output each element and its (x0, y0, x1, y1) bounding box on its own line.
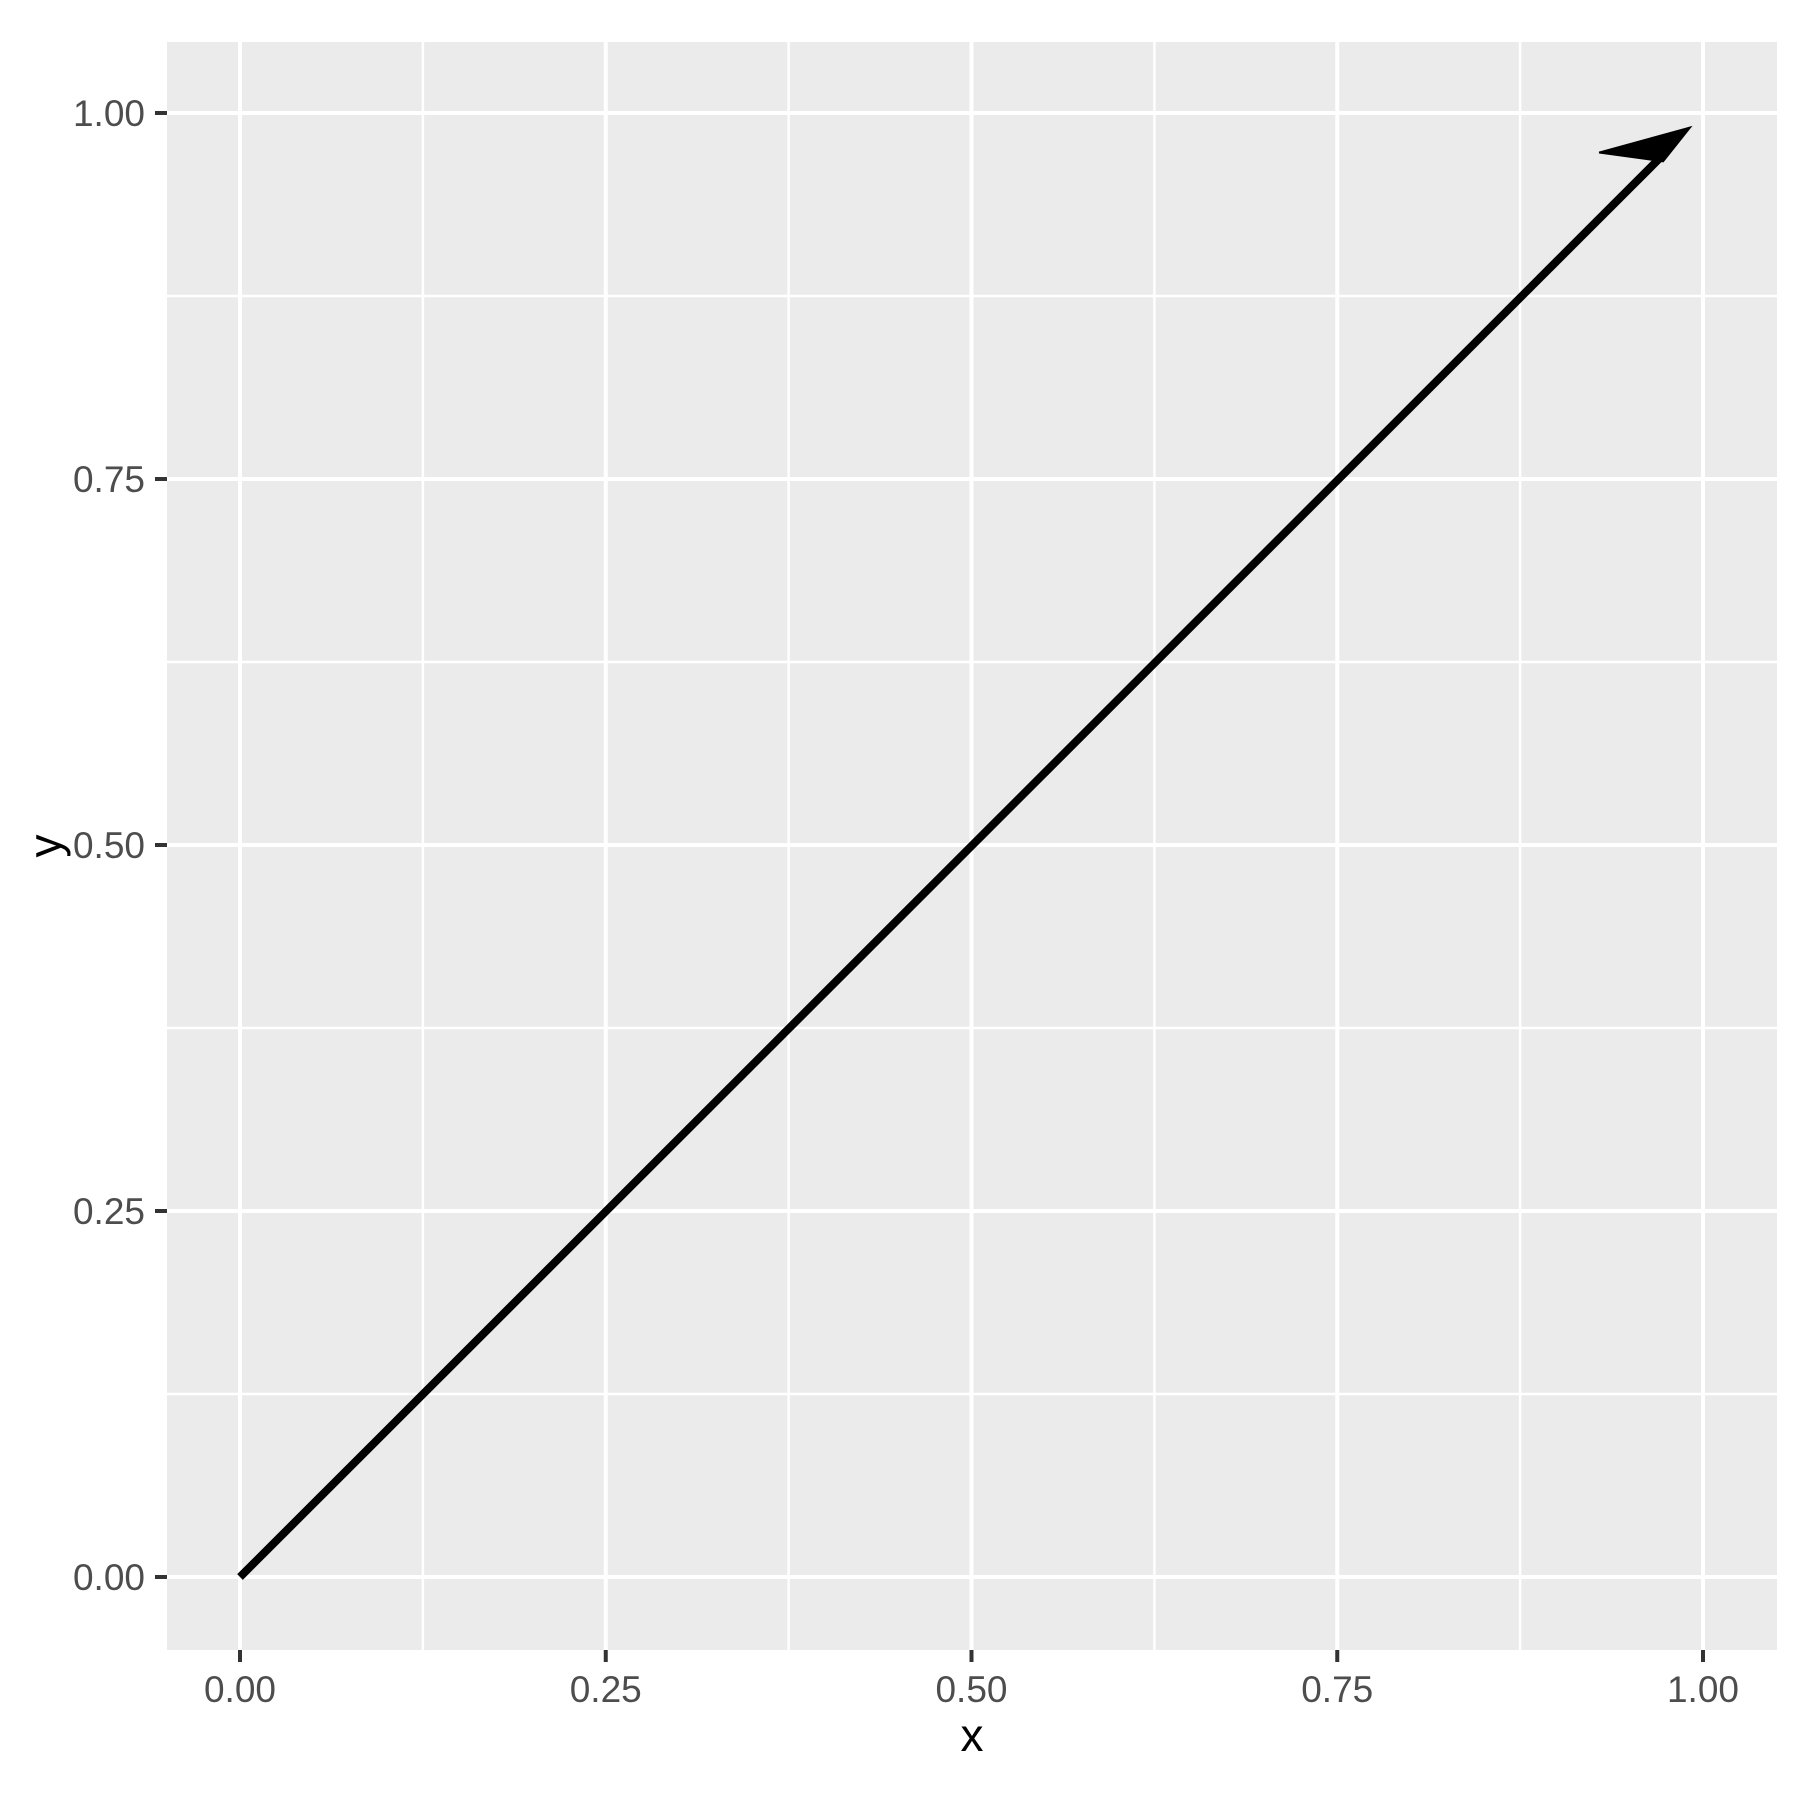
x-tick-label: 1.00 (1667, 1669, 1739, 1710)
x-tick-label: 0.75 (1301, 1669, 1373, 1710)
y-tick-label: 0.00 (73, 1557, 145, 1598)
y-tick-label: 0.25 (73, 1191, 145, 1232)
y-tick-label: 1.00 (73, 93, 145, 134)
y-tick-label: 0.75 (73, 459, 145, 500)
x-tick-label: 0.25 (570, 1669, 642, 1710)
arrow-head (1598, 125, 1693, 163)
y-axis-title: y (19, 835, 71, 858)
data-line (237, 155, 1663, 1580)
y-tick-label: 0.50 (73, 825, 145, 866)
x-tick-label: 0.50 (935, 1669, 1007, 1710)
x-axis-title: x (961, 1709, 984, 1761)
x-tick-label: 0.00 (204, 1669, 276, 1710)
axis-ticks (155, 111, 1705, 1662)
